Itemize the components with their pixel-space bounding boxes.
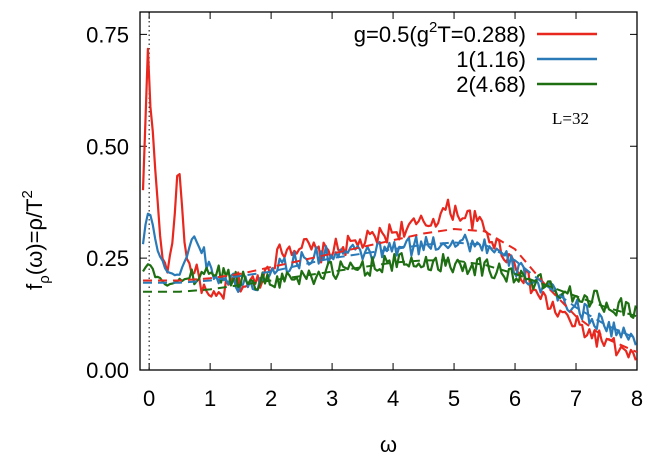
legend-label-part: g=0.5(g (354, 22, 429, 47)
legend-label-part: T=0.288) (437, 22, 526, 47)
fit-line-3 (143, 227, 637, 354)
plot-frame (139, 11, 638, 371)
y-tick-label: 0.50 (86, 134, 129, 159)
y-axis-label-main: f (22, 283, 47, 290)
legend: g=0.5(g2T=0.288)1(1.16)2(4.68) (354, 19, 597, 97)
plot-area: 0 1 2 3 4 5 6 7 8 0.00 0.25 0.50 0.75 ω (86, 11, 643, 457)
series-line-0 (141, 47, 637, 361)
series-group (141, 47, 637, 361)
x-tick-label: 6 (509, 386, 521, 411)
y-tick-label: 0.25 (86, 246, 129, 271)
x-tick-label: 4 (387, 386, 399, 411)
x-tick-label: 5 (448, 386, 460, 411)
annotation-label: L=32 (552, 109, 589, 128)
legend-label-2: 2(4.68) (456, 72, 526, 97)
y-axis-label: fρ(ω)=ρ/T2 (19, 190, 53, 290)
y-axis-label-rest: (ω)=ρ/T (22, 198, 47, 275)
legend-label-sup: 2 (429, 19, 437, 36)
x-tick-label: 3 (326, 386, 338, 411)
x-tick-label: 1 (204, 386, 216, 411)
series-line-1 (141, 212, 637, 346)
y-axis-label-sup: 2 (19, 190, 36, 198)
x-tick-label: 8 (631, 386, 643, 411)
y-axis-label-sub: ρ (36, 275, 53, 284)
x-tick-label: 7 (570, 386, 582, 411)
legend-label-1: 1(1.16) (456, 47, 526, 72)
x-tick-label: 2 (265, 386, 277, 411)
y-axis-label-group: fρ(ω)=ρ/T2 (19, 190, 53, 290)
legend-label-0: g=0.5(g2T=0.288) (354, 19, 526, 47)
y-tick-label: 0.75 (86, 22, 129, 47)
x-axis-label: ω (380, 432, 397, 457)
x-tick-label: 0 (143, 386, 155, 411)
y-tick-label: 0.00 (86, 358, 129, 383)
